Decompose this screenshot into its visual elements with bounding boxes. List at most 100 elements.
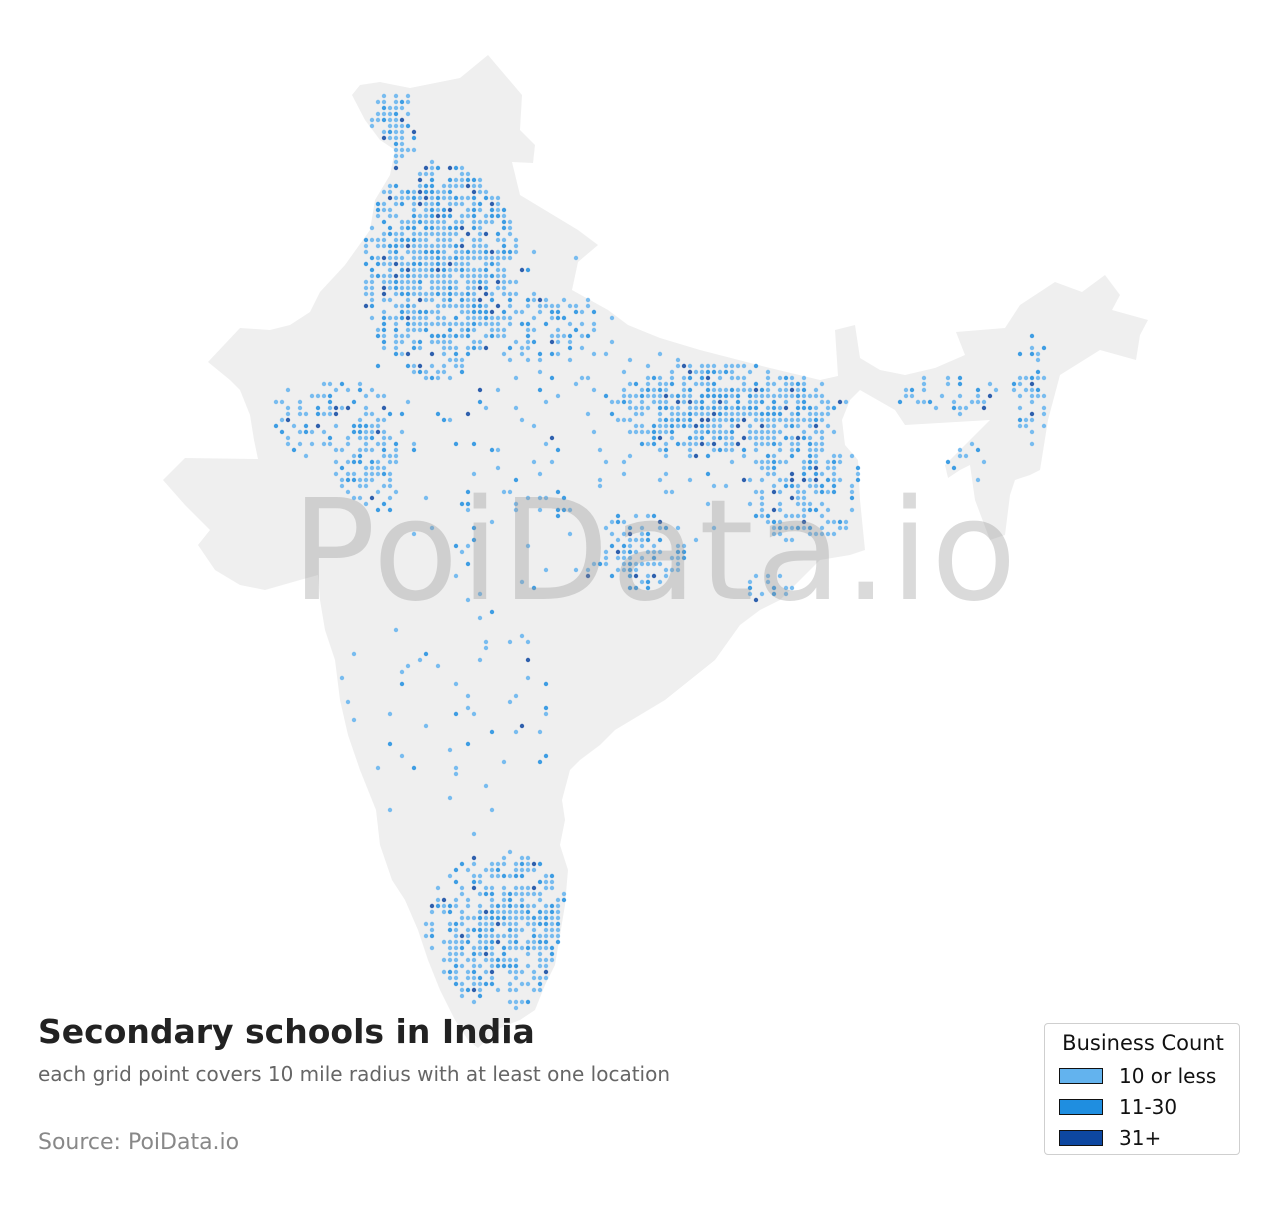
grid-point [435,261,441,267]
grid-point [333,423,339,429]
grid-point [693,399,699,405]
grid-point [483,933,489,939]
grid-point [453,285,459,291]
grid-point [537,915,543,921]
grid-point [825,489,831,495]
grid-point [369,225,375,231]
grid-point [1035,375,1041,381]
legend-label-high: 31+ [1119,1126,1162,1150]
grid-point [825,519,831,525]
grid-point [429,363,435,369]
grid-point [765,513,771,519]
grid-point [681,423,687,429]
grid-point [501,285,507,291]
grid-point [1029,393,1035,399]
grid-point [441,261,447,267]
grid-point [429,285,435,291]
grid-point [477,909,483,915]
grid-point [369,423,375,429]
grid-point [531,885,537,891]
grid-point [633,513,639,519]
grid-point [507,489,513,495]
grid-point [735,417,741,423]
grid-point [417,345,423,351]
grid-point [687,411,693,417]
grid-point [723,435,729,441]
grid-point [477,273,483,279]
grid-point [507,927,513,933]
grid-point [909,387,915,393]
grid-point [807,525,813,531]
grid-point [411,147,417,153]
grid-point [813,453,819,459]
grid-point [711,369,717,375]
grid-point [549,435,555,441]
grid-point [393,321,399,327]
grid-point [423,291,429,297]
grid-point [477,963,483,969]
grid-point [393,135,399,141]
grid-point [477,249,483,255]
grid-point [699,435,705,441]
grid-point [759,423,765,429]
grid-point [633,405,639,411]
grid-point [645,579,651,585]
grid-point [657,429,663,435]
grid-point [783,393,789,399]
grid-point [387,207,393,213]
grid-point [801,501,807,507]
grid-point [789,537,795,543]
grid-point [453,219,459,225]
grid-point [747,411,753,417]
grid-point [363,441,369,447]
grid-point [471,951,477,957]
grid-point [1041,393,1047,399]
grid-point [435,885,441,891]
grid-point [543,297,549,303]
grid-point [489,969,495,975]
grid-point [771,507,777,513]
grid-point [483,267,489,273]
grid-point [519,897,525,903]
grid-point [597,483,603,489]
grid-point [387,195,393,201]
grid-point [519,267,525,273]
grid-point [471,987,477,993]
grid-point [369,429,375,435]
grid-point [1017,375,1023,381]
grid-point [411,237,417,243]
grid-point [855,471,861,477]
grid-point [459,171,465,177]
grid-point [411,369,417,375]
grid-point [729,411,735,417]
grid-point [399,333,405,339]
grid-point [819,447,825,453]
grid-point [339,477,345,483]
grid-point [507,639,513,645]
grid-point [441,237,447,243]
grid-point [465,987,471,993]
grid-point [465,333,471,339]
grid-point [783,591,789,597]
grid-point [495,921,501,927]
grid-point [399,753,405,759]
grid-point [945,459,951,465]
grid-point [357,381,363,387]
grid-point [483,261,489,267]
grid-point [603,525,609,531]
grid-point [453,879,459,885]
grid-point [771,525,777,531]
grid-point [699,411,705,417]
grid-point [471,963,477,969]
grid-point [369,267,375,273]
grid-point [759,387,765,393]
grid-point [477,921,483,927]
grid-point [459,267,465,273]
grid-point [687,399,693,405]
grid-point [735,363,741,369]
grid-point [675,363,681,369]
grid-point [483,939,489,945]
grid-point [477,345,483,351]
grid-point [723,369,729,375]
grid-point [789,375,795,381]
